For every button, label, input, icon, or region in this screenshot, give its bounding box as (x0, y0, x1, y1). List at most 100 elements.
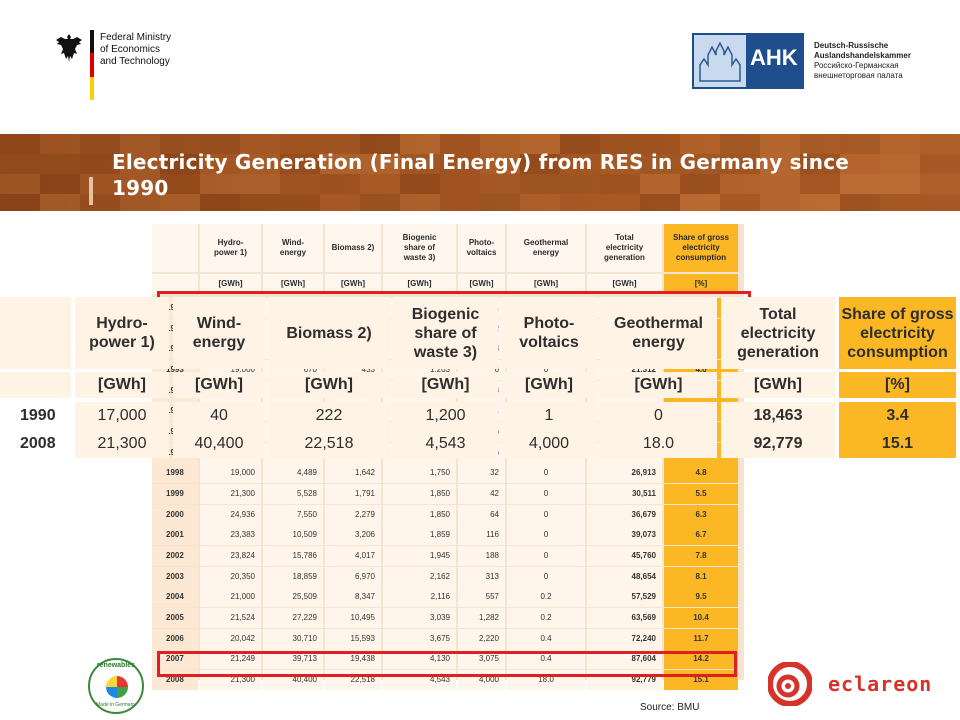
band-tile (320, 134, 360, 154)
ministry-line-2: of Economics (100, 44, 161, 55)
table-row: 2005 21,524 27,229 10,495 3,039 1,282 0.2 63,56… (152, 607, 744, 628)
band-tile (480, 174, 520, 194)
zoom-value-cell: 1,200 (393, 402, 498, 430)
ministry-logo: Federal Ministry of Economics and Techno… (54, 30, 204, 102)
value-cell: 42 (458, 483, 505, 505)
zoom-value-cell: 18.0 (600, 430, 717, 458)
value-cell: 23,383 (200, 525, 261, 546)
table-row: 1998 19,000 4,489 1,642 1,750 32 0 26,913 4.8 (152, 463, 744, 484)
ahk-chamber-name: Deutsch-Russische Auslandshandelskammer … (814, 41, 911, 81)
value-cell: 48,654 (587, 566, 662, 587)
column-header (152, 224, 198, 272)
unit-cell: [GWh] (200, 274, 261, 294)
ministry-line-3: and Technology (100, 56, 170, 67)
zoom-unit-cell: [GWh] (173, 372, 265, 398)
band-tile (440, 134, 480, 154)
band-tile (720, 194, 760, 211)
zoom-value-cell: 3.4 (839, 402, 956, 430)
source-note: Source: BMU (640, 702, 700, 713)
value-cell: 7,550 (263, 504, 323, 525)
value-cell: 8.1 (664, 566, 738, 587)
table-row: 2001 23,383 10,509 3,206 1,859 116 0 39,073 6.7 (152, 525, 744, 546)
unit-cell: [GWh] (263, 274, 323, 294)
table-row: 2003 20,350 18,859 6,970 2,162 313 0 48,654 8.1 (152, 566, 744, 587)
band-tile (120, 154, 160, 174)
band-tile (520, 174, 560, 194)
zoom-unit-cell: [GWh] (600, 372, 717, 398)
band-tile (200, 154, 240, 174)
value-cell: 1,850 (383, 483, 456, 505)
band-tile (80, 154, 120, 174)
value-cell: 1,945 (383, 545, 456, 567)
value-cell: 4,130 (383, 649, 456, 670)
value-cell: 72,240 (587, 628, 662, 649)
year-cell: 2007 (152, 649, 198, 670)
value-cell: 14.2 (664, 649, 738, 670)
zoom-year-cell: 2008 (20, 435, 56, 452)
value-cell: 45,760 (587, 545, 662, 567)
band-gradient (0, 134, 960, 211)
value-cell: 0.2 (507, 587, 585, 608)
zoom-unit-cell: [GWh] (502, 372, 596, 398)
year-cell: 2000 (152, 504, 198, 525)
band-tile (720, 174, 760, 194)
zoom-value-cell: 4,543 (393, 430, 498, 458)
value-cell: 25,509 (263, 587, 323, 608)
zoom-corner-cell (0, 297, 71, 369)
zoom-column-header: Biomass 2) (269, 297, 389, 369)
value-cell: 0 (507, 483, 585, 505)
band-tile (760, 194, 800, 211)
band-tile (600, 174, 640, 194)
ministry-line-1: Federal Ministry (100, 32, 172, 43)
year-cell: 2005 (152, 607, 198, 628)
band-tile (0, 134, 40, 154)
band-tile (160, 174, 200, 194)
value-cell: 0 (507, 566, 585, 587)
band-tile (160, 194, 200, 211)
band-tile (520, 194, 560, 211)
value-cell: 15,593 (325, 628, 381, 649)
band-tile (280, 134, 320, 154)
year-cell: 1998 (152, 463, 198, 484)
value-cell: 30,511 (587, 483, 662, 505)
kremlin-icon (694, 35, 746, 87)
column-header: Biogenic share of waste 3) (383, 224, 456, 272)
band-tile (880, 134, 920, 154)
value-cell: 116 (458, 525, 505, 546)
ahk-wordmark: AHK (750, 45, 798, 70)
band-tile (640, 154, 680, 174)
year-cell: 2002 (152, 545, 198, 567)
eclareon-wordmark: eclareon (828, 672, 933, 696)
value-cell: 10,509 (263, 525, 323, 546)
band-tile (560, 194, 600, 211)
value-cell: 9.5 (664, 587, 738, 608)
year-cell: 2001 (152, 525, 198, 546)
value-cell: 27,229 (263, 607, 323, 628)
value-cell: 3,206 (325, 525, 381, 546)
unit-cell: [GWh] (587, 274, 662, 294)
band-tile (600, 134, 640, 154)
band-tile (280, 194, 320, 211)
band-tile (520, 154, 560, 174)
value-cell: 0 (507, 545, 585, 567)
value-cell: 63,569 (587, 607, 662, 628)
band-tile (920, 174, 960, 194)
value-cell: 5.5 (664, 483, 738, 505)
band-tile (920, 154, 960, 174)
value-cell: 10,495 (325, 607, 381, 628)
band-tile (720, 134, 760, 154)
band-tile (840, 154, 880, 174)
band-tile (640, 194, 680, 211)
band-tile (200, 174, 240, 194)
band-tile (0, 154, 40, 174)
band-tile (40, 174, 80, 194)
renewables-globe-icon (106, 676, 128, 698)
band-tile (720, 154, 760, 174)
zoom-value-cell: 4,000 (502, 430, 596, 458)
value-cell: 20,042 (200, 628, 261, 649)
band-tile (560, 174, 600, 194)
ahk-line-de-2: Auslandshandelskammer (814, 51, 911, 60)
value-cell: 6.7 (664, 525, 738, 546)
band-tile (880, 194, 920, 211)
value-cell: 0.2 (507, 607, 585, 628)
